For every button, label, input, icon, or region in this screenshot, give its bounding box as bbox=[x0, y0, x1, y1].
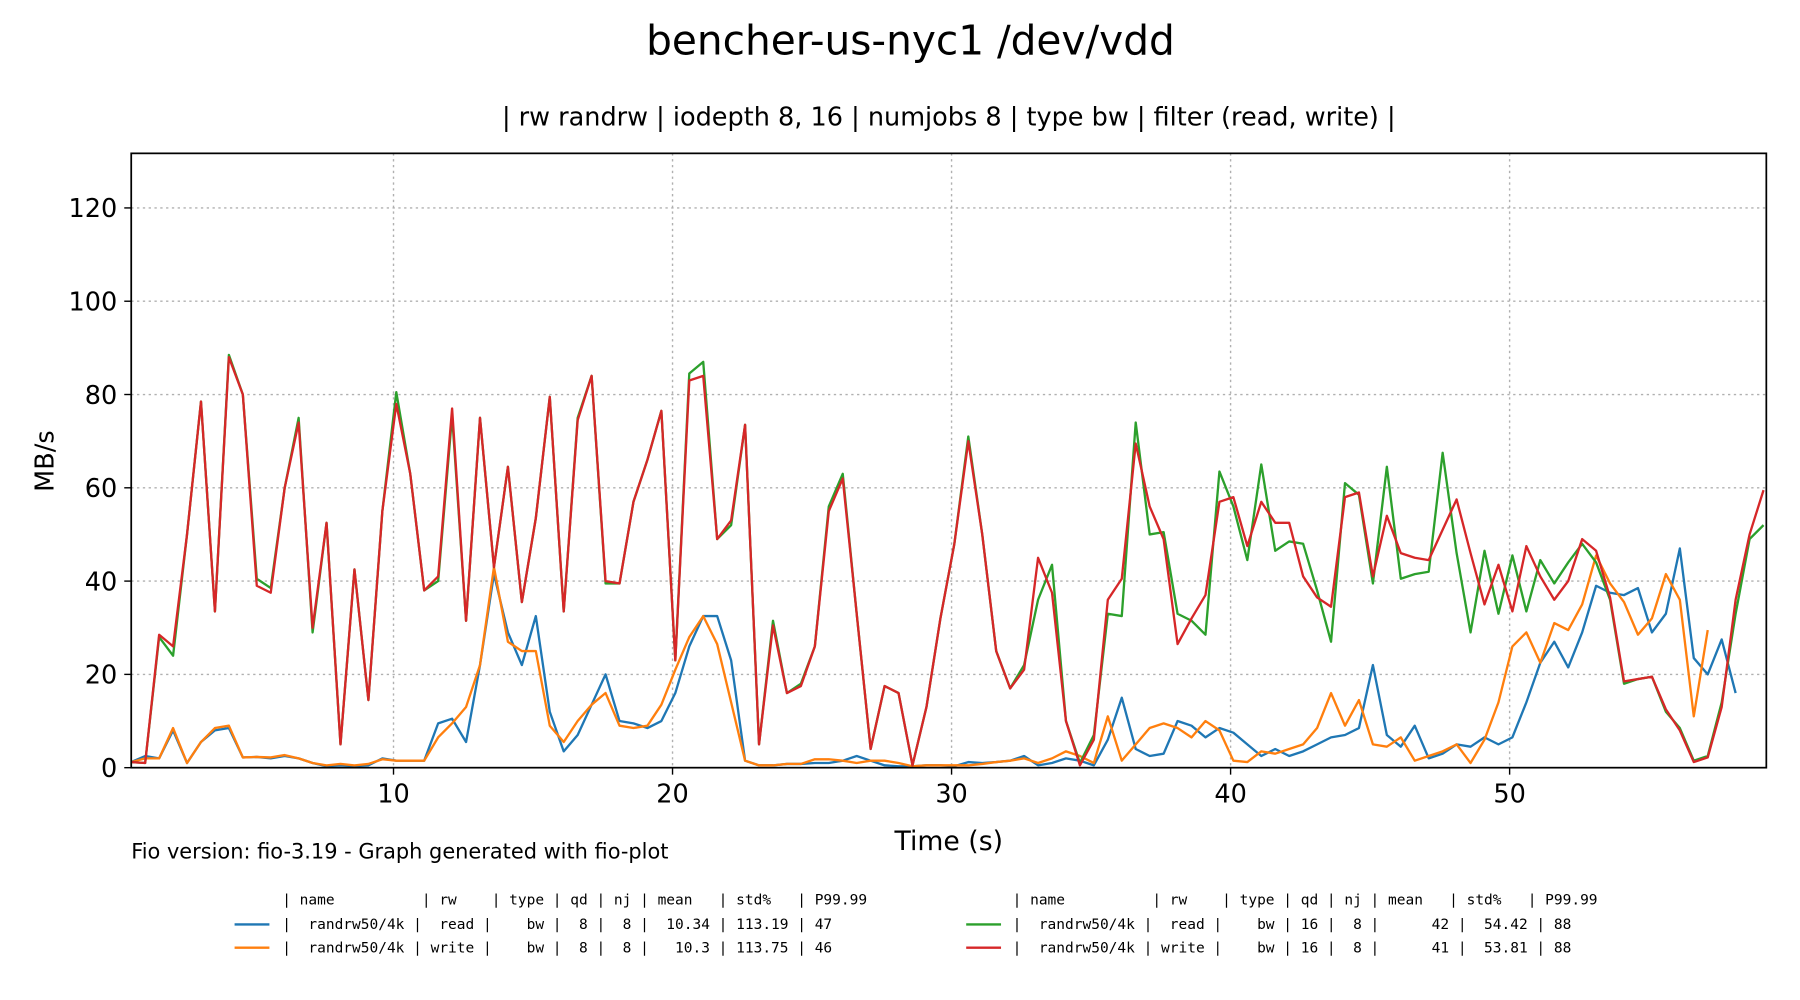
plot-area: 0 20 40 60 80 100 120 10 20 30 40 50 bbox=[69, 152, 1768, 810]
x-tick-label: 20 bbox=[656, 780, 689, 810]
legend-entry: | randrw50/4k | write | bw | 16 | 8 | 41… bbox=[1013, 940, 1572, 956]
plot-frame bbox=[130, 152, 1768, 769]
y-tick-label: 120 bbox=[69, 194, 118, 224]
y-tick-label: 100 bbox=[69, 288, 118, 318]
x-tick-label: 30 bbox=[935, 780, 967, 810]
x-tick-label: 40 bbox=[1214, 780, 1247, 810]
series-line bbox=[131, 356, 1765, 767]
y-tick-label: 20 bbox=[85, 661, 118, 691]
legend-entry: | randrw50/4k | read | bw | 8 | 8 | 10.3… bbox=[282, 917, 832, 933]
y-tick-label: 80 bbox=[85, 381, 118, 411]
legend-entry: | randrw50/4k | read | bw | 16 | 8 | 42 … bbox=[1013, 917, 1572, 933]
legend-header: | name | rw | type | qd | nj | mean | st… bbox=[282, 893, 867, 909]
footnote: Fio version: fio-3.19 - Graph generated … bbox=[131, 839, 668, 863]
y-tick-label: 40 bbox=[85, 567, 118, 597]
x-tick-label: 10 bbox=[377, 780, 410, 810]
chart-subtitle: | rw randrw | iodepth 8, 16 | numjobs 8 … bbox=[502, 102, 1396, 132]
legend-header: | name | rw | type | qd | nj | mean | st… bbox=[1013, 893, 1598, 909]
y-axis-label: MB/s bbox=[30, 430, 60, 491]
x-axis-label: Time (s) bbox=[894, 826, 1004, 857]
y-tick-label: 0 bbox=[101, 754, 117, 784]
legend-entry: | randrw50/4k | write | bw | 8 | 8 | 10.… bbox=[282, 940, 832, 956]
chart-title: bencher-us-nyc1 /dev/vdd bbox=[646, 17, 1175, 65]
y-tick-label: 60 bbox=[85, 474, 118, 504]
x-tick-label: 50 bbox=[1493, 780, 1526, 810]
series-line bbox=[131, 554, 1709, 768]
